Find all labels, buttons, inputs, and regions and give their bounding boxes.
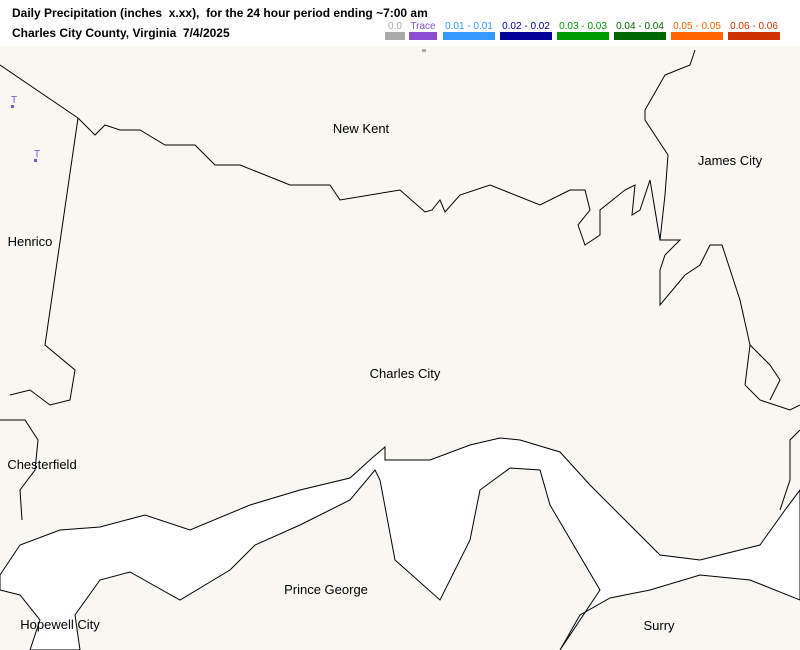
station-dot [11,105,14,108]
legend-swatch [557,32,609,40]
legend-label: Trace [410,21,436,32]
legend: 0.0 Trace 0.01 - 0.01 0.02 - 0.02 0.03 - 0.0… [385,21,780,40]
legend-swatch [728,32,780,40]
legend-swatch [671,32,723,40]
legend-label: 0.03 - 0.03 [559,21,607,32]
legend-label: 0.05 - 0.05 [673,21,721,32]
legend-swatch [614,32,666,40]
county-label: James City [698,153,763,168]
marker [422,49,426,52]
legend-label: 0.04 - 0.04 [616,21,664,32]
station-dot [34,159,37,162]
county-label: Surry [643,618,675,633]
legend-label: 0.02 - 0.02 [502,21,550,32]
legend-swatch [385,32,405,40]
river [0,437,800,650]
station-label: T [34,149,40,160]
legend-swatch [409,32,437,40]
county-label: Hopewell City [20,617,100,632]
county-label: New Kent [333,121,390,136]
map-labels: New Kent James City Henrico Charles City Che… [7,95,762,633]
title: Daily Precipitation (inches x.xx), for t… [12,6,428,20]
county-label: Charles City [370,366,441,381]
legend-label: 0.01 - 0.01 [445,21,493,32]
county-label: Chesterfield [7,457,76,472]
county-label: Prince George [284,582,368,597]
subtitle: Charles City County, Virginia 7/4/2025 [12,26,230,40]
county-label: Henrico [8,234,53,249]
legend-label: 0.0 [388,21,402,32]
legend-swatch [443,32,495,40]
legend-swatch [500,32,552,40]
legend-label: 0.06 - 0.06 [730,21,778,32]
boundaries [0,49,800,521]
station-label: T [11,95,17,106]
